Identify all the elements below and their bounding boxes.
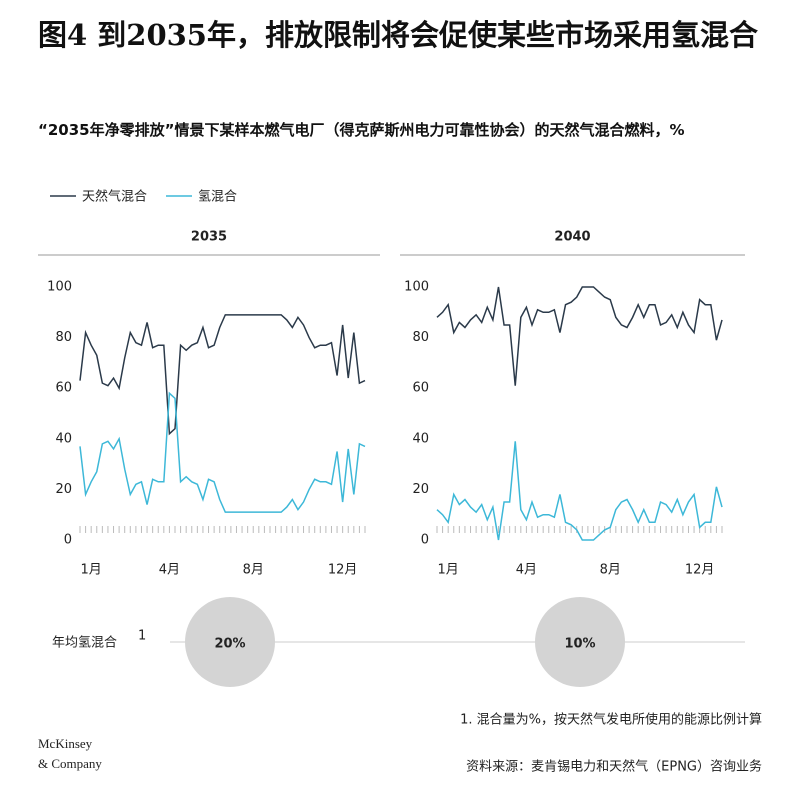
annual-value: 10%	[564, 637, 595, 652]
y-tick-label: 0	[64, 533, 72, 548]
panel-title: 2035	[191, 230, 227, 245]
y-tick-label: 40	[412, 431, 429, 446]
y-tick-label: 80	[55, 330, 72, 345]
legend-label: 氢混合	[198, 190, 237, 205]
title: 图4 到2035年，排放限制将会促使某些市场采用氢混合	[38, 18, 758, 52]
series-line	[79, 314, 366, 436]
annual-circle	[535, 597, 625, 687]
y-tick-label: 40	[55, 431, 72, 446]
y-tick-label: 100	[404, 280, 429, 295]
annual-label: 年均氢混合	[52, 636, 117, 651]
series-line	[79, 391, 366, 513]
legend-label: 天然气混合	[82, 189, 147, 205]
y-tick-label: 20	[412, 482, 429, 497]
series-line	[436, 286, 723, 386]
x-tick-label: 4月	[516, 563, 537, 578]
annual-value: 20%	[214, 637, 245, 652]
y-tick-label: 80	[412, 330, 429, 345]
x-tick-label: 1月	[81, 563, 102, 578]
y-tick-label: 100	[47, 280, 72, 295]
logo: & Company	[38, 756, 102, 771]
panel-title: 2040	[554, 230, 590, 245]
y-tick-label: 0	[421, 533, 429, 548]
logo: McKinsey	[38, 736, 93, 751]
annual-circle	[185, 597, 275, 687]
footnote-marker: 1	[138, 629, 146, 644]
y-tick-label: 60	[55, 381, 72, 396]
y-tick-label: 20	[55, 482, 72, 497]
series-line	[436, 441, 723, 541]
subtitle: “2035年净零排放”情景下某样本燃气电厂（得克萨斯州电力可靠性协会）的天然气混…	[38, 121, 685, 139]
x-tick-label: 1月	[438, 563, 459, 578]
source: 资料来源：麦肯锡电力和天然气（EPNG）咨询业务	[466, 759, 762, 775]
x-tick-label: 12月	[328, 563, 358, 578]
x-tick-label: 12月	[685, 563, 715, 578]
x-tick-label: 8月	[243, 563, 264, 578]
x-tick-label: 4月	[159, 563, 180, 578]
x-tick-label: 8月	[600, 563, 621, 578]
y-tick-label: 60	[412, 381, 429, 396]
footnote: 1. 混合量为%，按天然气发电所使用的能源比例计算	[460, 712, 762, 728]
